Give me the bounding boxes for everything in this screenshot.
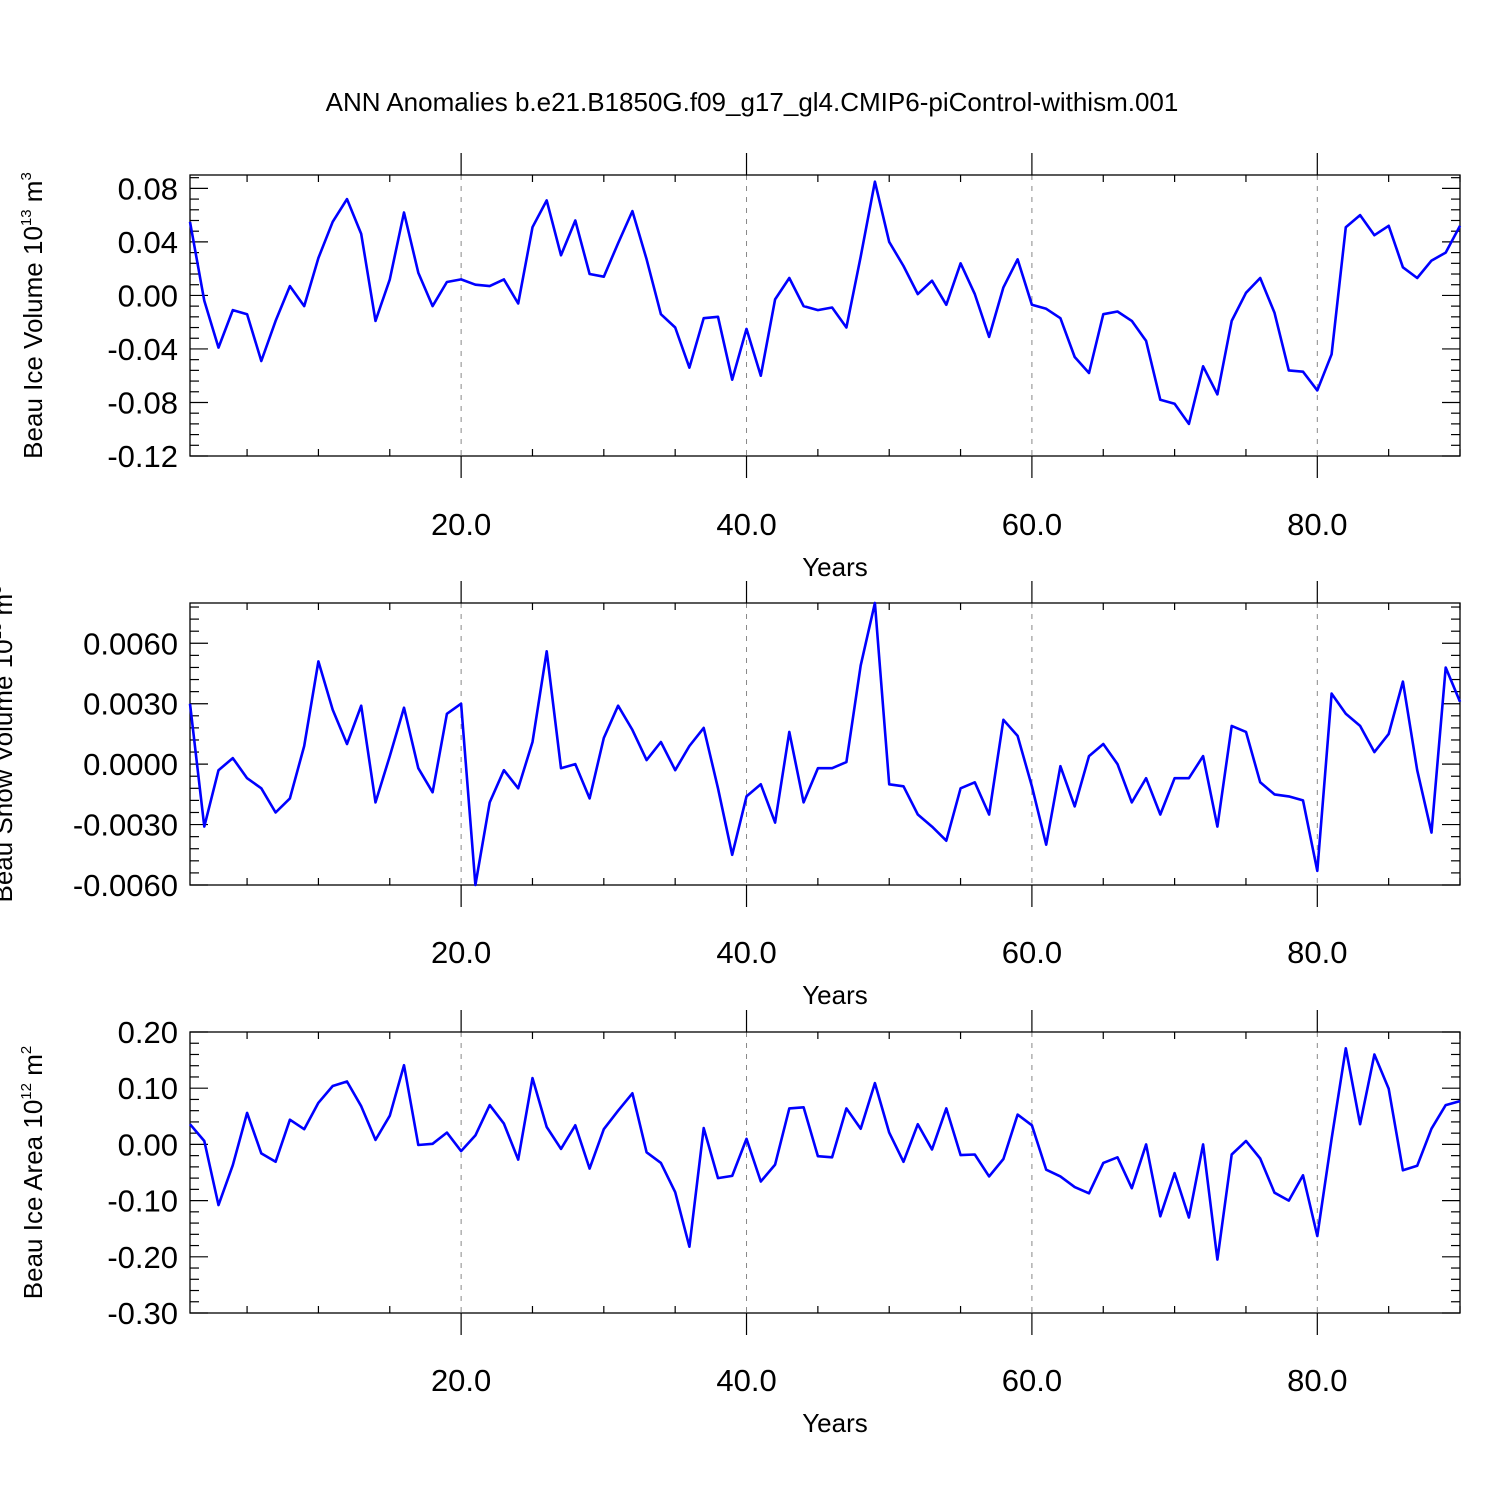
panel-3-y-tick-label: -0.30 [107, 1296, 178, 1331]
panel-1-x-tick-label: 80.0 [1287, 507, 1347, 542]
panel-3-x-axis-title: Years [802, 1408, 868, 1438]
panel-2-y-tick-label: -0.0060 [73, 868, 178, 903]
panel-2-y-tick-label: 0.0030 [83, 687, 178, 722]
panel-1-x-axis-title: Years [802, 552, 868, 582]
panel-3-y-tick-label: 0.20 [118, 1015, 178, 1050]
panel-2-x-tick-label: 20.0 [431, 935, 491, 970]
panel-1: 0.08 0.04 0.00 -0.04 -0.08 -0.12 20.0 40.0 60.0 8… [18, 153, 1462, 582]
panel-3-x-tick-label: 20.0 [431, 1363, 491, 1398]
figure-title: ANN Anomalies b.e21.B1850G.f09_g17_gl4.C… [326, 87, 1179, 117]
panel-1-x-tick-label: 40.0 [716, 507, 776, 542]
panel-2-plot-frame [189, 602, 1461, 886]
panel-1-y-tick-label: -0.04 [107, 332, 178, 367]
panel-3-x-tick-label: 80.0 [1287, 1363, 1347, 1398]
panel-1-series-line [188, 180, 1462, 426]
panel-3-x-tick-label: 40.0 [716, 1363, 776, 1398]
panel-2: 0.0060 0.0030 0.0000 -0.0030 -0.0060 20.0 40.0… [0, 581, 1462, 1010]
panel-2-y-tick-label: 0.0000 [83, 747, 178, 782]
panel-1-y-tick-label: 0.08 [118, 171, 178, 206]
panel-1-plot-frame [189, 174, 1461, 457]
panel-3-plot-frame [189, 1031, 1461, 1314]
panel-3-series-line [189, 1047, 1461, 1261]
panel-1-y-tick-label: -0.12 [107, 439, 178, 474]
panel-2-x-tick-label: 60.0 [1002, 935, 1062, 970]
panel-3-y-tick-label: 0.10 [118, 1071, 178, 1106]
panel-2-y-tick-label: -0.0030 [73, 808, 178, 843]
panel-2-y-tick-label: 0.0060 [83, 626, 178, 661]
panel-2-x-axis-title: Years [802, 980, 868, 1010]
panel-2-y-axis-title: Beau Snow Volume 1013 m3 [0, 586, 18, 903]
panel-1-y-tick-label: -0.08 [107, 385, 178, 420]
panel-2-x-tick-label: 40.0 [716, 935, 776, 970]
panel-3: 0.20 0.10 0.00 -0.10 -0.20 -0.30 20.0 40.0 60.0 8… [18, 1010, 1461, 1438]
panel-3-x-tick-label: 60.0 [1002, 1363, 1062, 1398]
panel-3-y-axis-title: Beau Ice Area 1012 m2 [18, 1046, 48, 1299]
panel-1-x-tick-label: 20.0 [431, 507, 491, 542]
panel-1-y-tick-label: 0.00 [118, 278, 178, 313]
panel-3-y-tick-label: -0.10 [107, 1184, 178, 1219]
panel-2-series-line [188, 601, 1462, 887]
panel-1-x-tick-label: 60.0 [1002, 507, 1062, 542]
panel-1-y-tick-label: 0.04 [118, 225, 178, 260]
panel-3-y-tick-label: -0.20 [107, 1240, 178, 1275]
panel-2-x-tick-label: 80.0 [1287, 935, 1347, 970]
panel-1-y-axis-title: Beau Ice Volume 1013 m3 [18, 172, 48, 459]
panel-3-y-tick-label: 0.00 [118, 1127, 178, 1162]
